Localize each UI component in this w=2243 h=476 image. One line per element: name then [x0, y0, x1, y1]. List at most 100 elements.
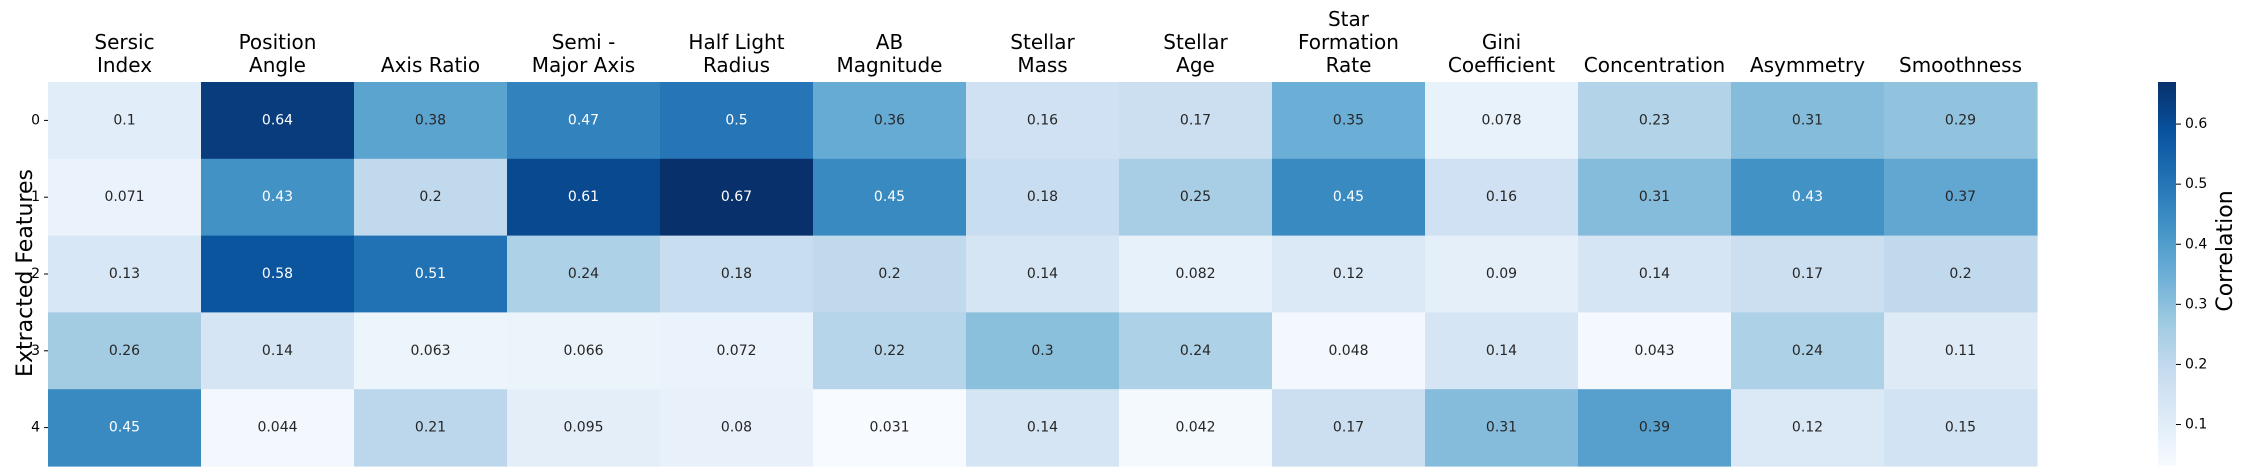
cell-value-label: 0.031: [869, 420, 909, 436]
cell-value-label: 0.43: [262, 189, 293, 205]
cell-value-label: 0.071: [104, 189, 144, 205]
heatmap-cell: [966, 312, 1120, 390]
cell-value-label: 0.095: [563, 420, 603, 436]
heatmap-cell: [507, 312, 661, 390]
heatmap-cell: [1578, 82, 1732, 160]
heatmap-cell: [1731, 235, 1885, 313]
cell-value-label: 0.29: [1945, 112, 1976, 128]
heatmap-cell: [507, 158, 661, 237]
cell-value-label: 0.24: [568, 266, 599, 282]
cell-value-label: 0.31: [1486, 420, 1517, 436]
heatmap-cell: [1119, 82, 1273, 160]
cell-value-label: 0.67: [721, 189, 752, 205]
cell-value-label: 0.43: [1792, 189, 1823, 205]
cell-value-label: 0.45: [109, 420, 140, 436]
cell-value-label: 0.18: [721, 266, 752, 282]
cell-value-label: 0.16: [1486, 189, 1517, 205]
heatmap-cell: [1731, 389, 1885, 467]
cell-value-label: 0.24: [1792, 343, 1823, 359]
heatmap-cell: [813, 158, 967, 237]
column-header: Stellar Age: [1163, 30, 1228, 77]
cell-value-label: 0.09: [1486, 266, 1517, 282]
heatmap-cell: [201, 312, 355, 390]
heatmap-cell: [48, 158, 202, 237]
cell-value-label: 0.23: [1639, 112, 1670, 128]
heatmap-cell: [660, 389, 814, 467]
heatmap-cell: [1425, 158, 1579, 237]
colorbar-tick-label: 0.6: [2185, 116, 2207, 132]
cell-value-label: 0.12: [1333, 266, 1364, 282]
row-tick-labels: 0 1 2 3 4: [31, 112, 48, 436]
cell-value-label: 0.31: [1639, 189, 1670, 205]
cell-value-label: 0.1: [113, 112, 135, 128]
cell-value-label: 0.14: [1639, 266, 1670, 282]
column-header: AB Magnitude: [837, 30, 943, 77]
cell-value-label: 0.36: [874, 112, 905, 128]
heatmap-cell: [660, 312, 814, 390]
column-header: Axis Ratio: [381, 53, 480, 77]
heatmap-cell: [1119, 389, 1273, 467]
colorbar-tick-label: 0.5: [2185, 176, 2207, 192]
heatmap-cell: [48, 389, 202, 467]
colorbar-gradient: [2158, 82, 2176, 466]
colorbar-tick-label: 0.3: [2185, 296, 2207, 312]
cell-value-label: 0.17: [1333, 420, 1364, 436]
heatmap-cell: [1272, 312, 1426, 390]
heatmap-cell: [966, 82, 1120, 160]
row-tick-label: 0: [31, 112, 40, 128]
cell-value-label: 0.13: [109, 266, 140, 282]
colorbar-tick-label: 0.1: [2185, 417, 2207, 433]
cell-value-label: 0.066: [563, 343, 603, 359]
cell-value-label: 0.044: [257, 420, 297, 436]
heatmap-cell: [201, 389, 355, 467]
cell-value-label: 0.14: [262, 343, 293, 359]
heatmap-cell: [507, 389, 661, 467]
cell-value-label: 0.35: [1333, 112, 1364, 128]
cell-value-label: 0.5: [725, 112, 747, 128]
heatmap-cell: [966, 389, 1120, 467]
heatmap-cell: [354, 158, 508, 237]
heatmap-cell: [1578, 312, 1732, 390]
column-header: Position Angle: [239, 30, 317, 77]
cell-value-label: 0.17: [1792, 266, 1823, 282]
heatmap-cell: [1119, 235, 1273, 313]
cell-value-label: 0.26: [109, 343, 140, 359]
heatmap-cell: [1578, 389, 1732, 467]
heatmap-cell: [660, 158, 814, 237]
colorbar: 0.1 0.2 0.3 0.4 0.5 0.6: [2158, 82, 2207, 466]
cell-value-label: 0.17: [1180, 112, 1211, 128]
heatmap-cell: [660, 235, 814, 313]
heatmap-cell: [1884, 82, 2038, 160]
heatmap-cell: [48, 312, 202, 390]
y-axis-label: Extracted Features: [13, 169, 38, 377]
cell-value-label: 0.2: [1949, 266, 1971, 282]
column-header: Asymmetry: [1750, 53, 1865, 77]
column-header: Semi -Major Axis: [532, 30, 635, 77]
row-tick-label: 2: [31, 266, 40, 282]
cell-value-label: 0.61: [568, 189, 599, 205]
cell-value-label: 0.12: [1792, 420, 1823, 436]
colorbar-label: Correlation: [2213, 190, 2238, 311]
heatmap-cell: [1884, 158, 2038, 237]
cell-value-label: 0.3: [1031, 343, 1053, 359]
heatmap-cell: [201, 235, 355, 313]
cell-value-label: 0.063: [410, 343, 450, 359]
heatmap-cell: [1425, 82, 1579, 160]
heatmap-cell: [354, 82, 508, 160]
heatmap-cell: [507, 82, 661, 160]
cell-value-label: 0.08: [721, 420, 752, 436]
column-header: Star Formation Rate: [1298, 7, 1399, 77]
cell-value-label: 0.11: [1945, 343, 1976, 359]
cell-value-label: 0.18: [1027, 189, 1058, 205]
heatmap-cell: [813, 82, 967, 160]
cell-value-label: 0.2: [878, 266, 900, 282]
cell-value-label: 0.58: [262, 266, 293, 282]
cell-value-label: 0.22: [874, 343, 905, 359]
heatmap-cell: [1731, 158, 1885, 237]
heatmap-cell: [813, 235, 967, 313]
heatmap-cell: [48, 82, 202, 160]
heatmap-cell: [1425, 312, 1579, 390]
heatmap-cell: [1578, 158, 1732, 237]
heatmap-cell: [354, 389, 508, 467]
